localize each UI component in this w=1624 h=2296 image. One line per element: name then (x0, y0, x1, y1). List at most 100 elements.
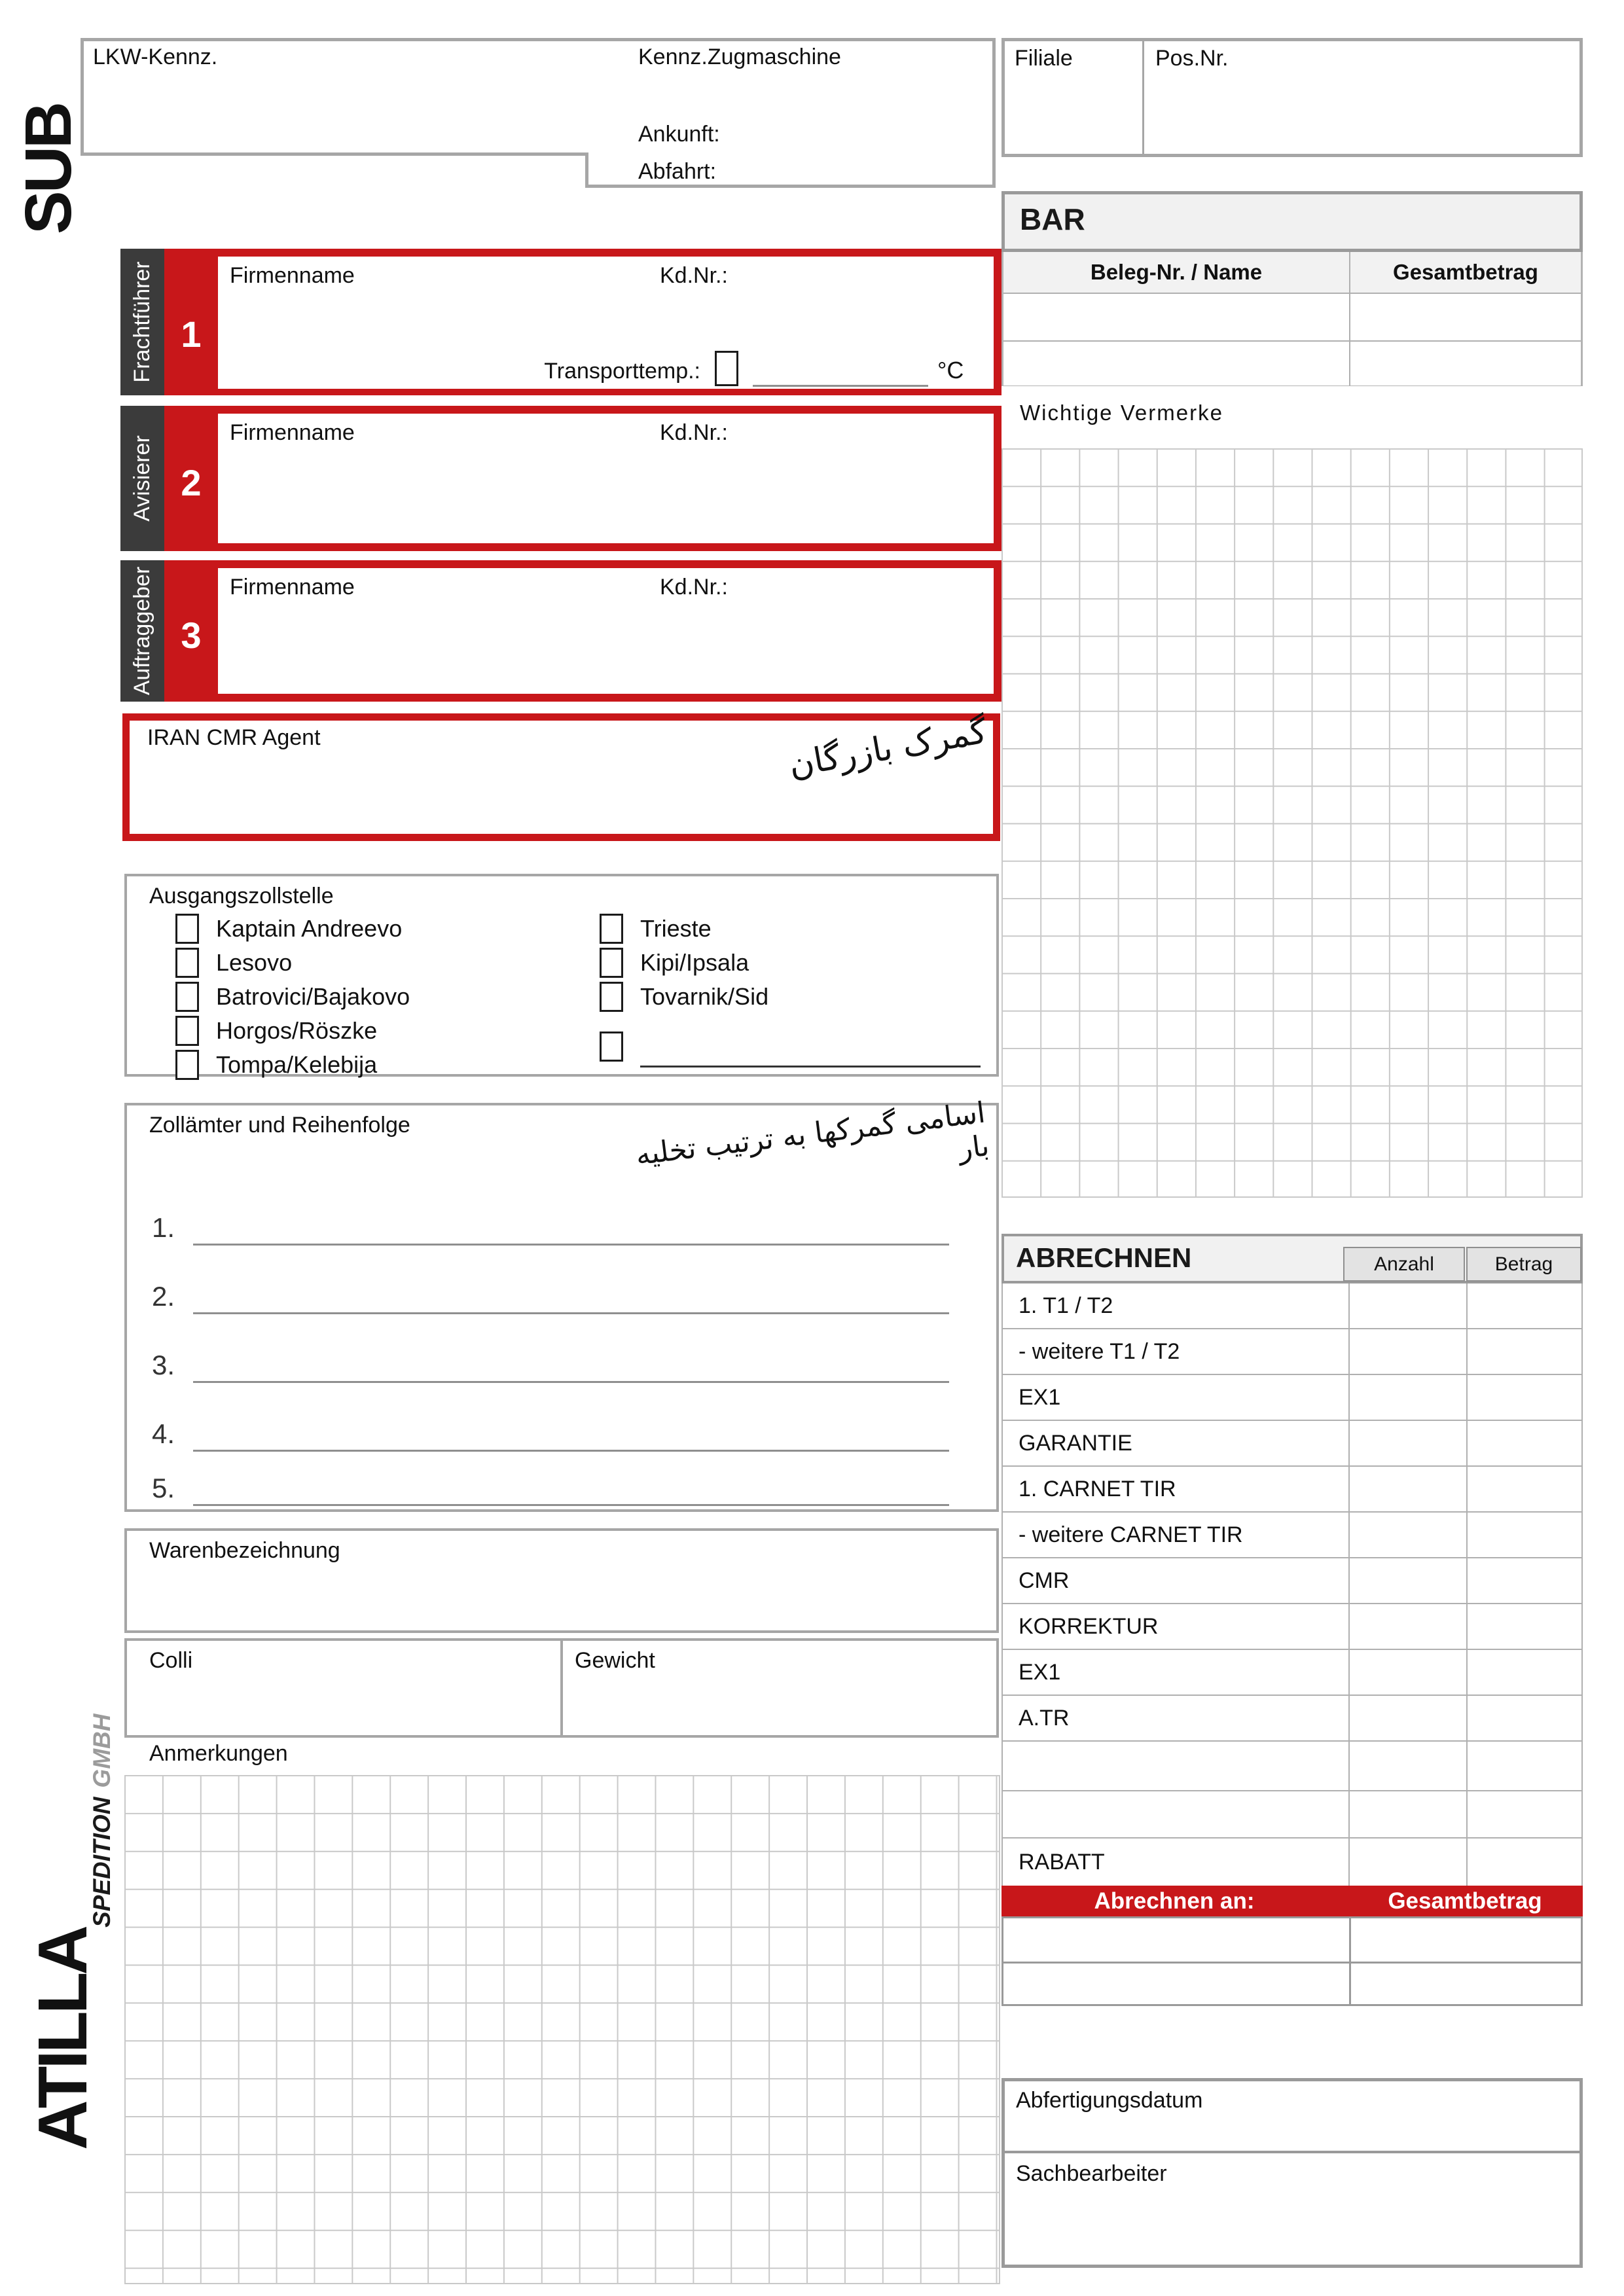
warenbezeichnung-box[interactable] (124, 1528, 999, 1633)
label-batrovici-bajakovo: Batrovici/Bajakovo (216, 983, 410, 1010)
abrechnen-row-betrag[interactable] (1466, 1375, 1581, 1420)
abfertigung-divider (1001, 2151, 1583, 2153)
section3-input-area[interactable] (218, 568, 994, 694)
anmerkungen-grid[interactable] (124, 1775, 1000, 2284)
zoll-line1-input[interactable] (193, 1217, 949, 1246)
abrechnen-row-betrag[interactable] (1466, 1467, 1581, 1511)
bar-row1-name[interactable] (1003, 294, 1349, 340)
abrechnen-row-betrag[interactable] (1466, 1283, 1581, 1328)
anzahl-column-header: Anzahl (1343, 1247, 1465, 1282)
abrechnen-extra-right[interactable] (1349, 1964, 1581, 2004)
abrechnen-row-anzahl[interactable] (1348, 1375, 1466, 1420)
section1-input-area[interactable] (218, 257, 994, 389)
bar-table: Beleg-Nr. / Name Gesamtbetrag (1001, 252, 1583, 386)
section2-input-area[interactable] (218, 414, 994, 543)
abrechnen-row-anzahl[interactable] (1348, 1650, 1466, 1695)
abrechnen-row-betrag[interactable] (1466, 1421, 1581, 1465)
zoll-line2-input[interactable] (193, 1286, 949, 1314)
abrechnen-row-anzahl[interactable] (1348, 1558, 1466, 1603)
abrechnen-row-betrag[interactable] (1466, 1791, 1581, 1837)
checkbox-lesovo[interactable] (175, 948, 199, 978)
abrechnen-row-anzahl[interactable] (1348, 1467, 1466, 1511)
gewicht-box[interactable] (560, 1638, 999, 1738)
abrechnen-row-anzahl[interactable] (1348, 1696, 1466, 1740)
zugmaschine-label: Kennz.Zugmaschine (638, 45, 841, 69)
vermerke-grid[interactable] (1001, 448, 1583, 1198)
abrechnen-row-betrag[interactable] (1466, 1696, 1581, 1740)
transporttemp-checkbox[interactable] (715, 351, 738, 386)
zoll-line3-input[interactable] (193, 1355, 949, 1383)
bar-row2-betrag[interactable] (1349, 342, 1581, 386)
abrechnen-row-betrag[interactable] (1466, 1839, 1581, 1886)
abfertigungsdatum-input[interactable] (1005, 2098, 1579, 2147)
ausgangszollstelle-box (124, 874, 999, 1077)
abfahrt-subbox[interactable] (585, 156, 996, 188)
checkbox-horgos-roeszke[interactable] (175, 1016, 199, 1046)
warenbezeichnung-label: Warenbezeichnung (149, 1538, 340, 1563)
lkw-kennz-label: LKW-Kennz. (93, 45, 218, 69)
zoll-line4-input[interactable] (193, 1424, 949, 1452)
abrechnen-row-anzahl[interactable] (1348, 1839, 1466, 1886)
abrechnen-an-value[interactable] (1003, 1918, 1349, 1962)
section2-firmenname-label: Firmenname (230, 420, 355, 445)
zollaemter-box (124, 1103, 999, 1512)
abrechnen-row-betrag[interactable] (1466, 1329, 1581, 1374)
transporttemp-input-line[interactable] (753, 361, 928, 387)
abrechnen-row-anzahl[interactable] (1348, 1283, 1466, 1328)
checkbox-kaptain-andreevo[interactable] (175, 914, 199, 944)
abrechnen-row-label: - weitere T1 / T2 (1019, 1338, 1180, 1364)
abrechnen-an-value-row (1001, 1916, 1583, 1964)
abrechnen-row-anzahl[interactable] (1348, 1604, 1466, 1649)
checkbox-tompa-kelebija[interactable] (175, 1050, 199, 1080)
label-trieste: Trieste (640, 915, 712, 942)
sub-logo: SUB (12, 103, 85, 234)
ankunft-label: Ankunft: (638, 122, 720, 147)
abrechnen-row-betrag[interactable] (1466, 1742, 1581, 1790)
label-kipi-ipsala: Kipi/Ipsala (640, 949, 749, 976)
abrechnen-row-label: A.TR (1019, 1705, 1070, 1731)
abrechnen-row-label: 1. T1 / T2 (1019, 1293, 1113, 1318)
abrechnen-row-betrag[interactable] (1466, 1650, 1581, 1695)
gesamtbetrag-label: Gesamtbetrag (1388, 1888, 1542, 1914)
abrechnen-row-anzahl[interactable] (1348, 1421, 1466, 1465)
checkbox-batrovici-bajakovo[interactable] (175, 982, 199, 1012)
checkbox-tovarnik-sid[interactable] (600, 982, 623, 1012)
bar-row1-betrag[interactable] (1349, 294, 1581, 340)
abrechnen-row-anzahl[interactable] (1348, 1513, 1466, 1557)
bar-row2-name[interactable] (1003, 342, 1349, 386)
sachbearbeiter-input[interactable] (1005, 2173, 1579, 2263)
bar-title: BAR (1020, 202, 1085, 236)
zoll-line5-input[interactable] (193, 1478, 949, 1506)
atilla-sub-logo: SPEDITION GMBH (88, 1620, 115, 1928)
filiale-label: Filiale (1015, 46, 1073, 71)
gesamtbetrag-value[interactable] (1349, 1918, 1581, 1962)
abrechnen-row-label: GARANTIE (1019, 1430, 1132, 1456)
abrechnen-row-label (1003, 1791, 1348, 1837)
colli-box[interactable] (124, 1638, 563, 1738)
abrechnen-row-betrag[interactable] (1466, 1513, 1581, 1557)
iran-cmr-box[interactable] (122, 713, 1000, 841)
label-horgos-roeszke: Horgos/Röszke (216, 1017, 378, 1044)
checkbox-other-zollstelle[interactable] (600, 1031, 623, 1062)
other-zollstelle-line[interactable] (640, 1042, 981, 1067)
betrag-column-header: Betrag (1466, 1247, 1581, 1282)
abfertigung-sachbearbeiter-box (1001, 2078, 1583, 2268)
checkbox-trieste[interactable] (600, 914, 623, 944)
celsius-label: °C (937, 357, 964, 384)
lkw-kennz-box[interactable] (81, 38, 996, 156)
abrechnen-row-anzahl[interactable] (1348, 1742, 1466, 1790)
section3-number: 3 (181, 615, 202, 656)
abrechnen-row-anzahl[interactable] (1348, 1329, 1466, 1374)
lkw-box-bottom-border (81, 152, 588, 156)
abfahrt-label: Abfahrt: (638, 159, 717, 184)
abrechnen-row-anzahl[interactable] (1348, 1791, 1466, 1837)
zollaemter-title: Zollämter und Reihenfolge (149, 1113, 410, 1138)
abrechnen-row-betrag[interactable] (1466, 1604, 1581, 1649)
abrechnen-row-betrag[interactable] (1466, 1558, 1581, 1603)
anmerkungen-label: Anmerkungen (149, 1741, 288, 1766)
zoll-line3-number: 3. (152, 1350, 175, 1380)
checkbox-kipi-ipsala[interactable] (600, 948, 623, 978)
filiale-posnr-box[interactable] (1001, 38, 1583, 157)
abrechnen-extra-left[interactable] (1003, 1964, 1349, 2004)
